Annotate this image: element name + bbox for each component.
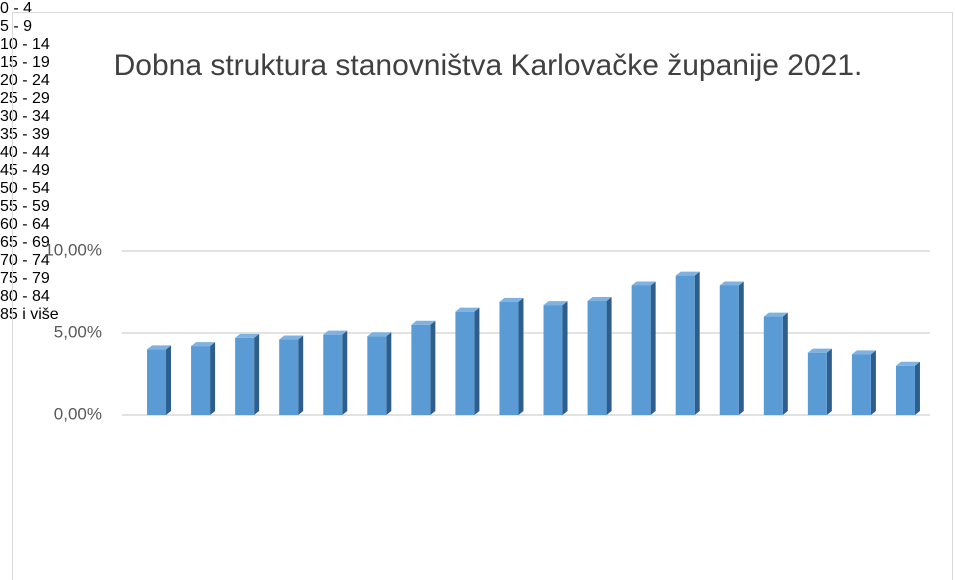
bar-front xyxy=(763,316,783,415)
bar-top xyxy=(675,271,700,276)
bar-side xyxy=(562,301,568,415)
bar-front xyxy=(675,275,695,415)
y-tick-label: 5,00% xyxy=(54,322,102,341)
bar xyxy=(323,330,348,415)
bar-front xyxy=(367,336,387,415)
bar xyxy=(279,335,304,415)
bar-side xyxy=(694,271,700,415)
bar-top xyxy=(411,320,436,325)
bar-front xyxy=(147,349,167,415)
bar-side xyxy=(342,330,348,415)
bar-side xyxy=(518,297,524,415)
chart-title: Dobna struktura stanovništva Karlovačke … xyxy=(113,49,863,82)
bar-front xyxy=(323,334,343,415)
bar-side xyxy=(738,281,744,415)
bar-top xyxy=(191,342,216,347)
bar-side xyxy=(606,297,612,415)
bar xyxy=(191,342,216,415)
bar-front xyxy=(235,337,255,415)
bar-side xyxy=(430,320,436,415)
bar-top xyxy=(235,333,260,338)
bar-side xyxy=(254,333,260,415)
bar xyxy=(719,281,744,415)
bar xyxy=(367,332,392,415)
bar-top xyxy=(279,335,304,340)
bar xyxy=(455,307,480,415)
bar-front xyxy=(191,346,211,415)
bar-top xyxy=(367,332,392,337)
bar-front xyxy=(631,285,651,415)
bar-front xyxy=(719,285,739,415)
bar-side xyxy=(386,332,392,415)
bar-top xyxy=(499,297,524,302)
bar-side xyxy=(210,342,216,415)
bar-front xyxy=(807,352,827,415)
bar-top xyxy=(895,361,920,366)
bar xyxy=(235,333,260,415)
bar-top xyxy=(631,281,656,286)
bar-front xyxy=(499,301,519,415)
bar-side xyxy=(782,312,788,415)
bar-front xyxy=(411,324,431,415)
bar-top xyxy=(587,297,612,302)
bar-side xyxy=(166,345,172,415)
bar xyxy=(631,281,656,415)
x-tick-label: 85 i više xyxy=(0,306,59,323)
bar-top xyxy=(851,350,876,355)
bar-top xyxy=(807,348,832,353)
bar-side xyxy=(650,281,656,415)
bar xyxy=(675,271,700,415)
bar xyxy=(763,312,788,415)
y-tick-label: 10,00% xyxy=(44,240,102,259)
bar-front xyxy=(279,339,299,415)
bar-top xyxy=(763,312,788,317)
bar xyxy=(587,297,612,415)
bar xyxy=(147,345,172,415)
bar xyxy=(851,350,876,415)
bar-top xyxy=(147,345,172,350)
bar-top xyxy=(323,330,348,335)
bar-side xyxy=(870,350,876,415)
bar-top xyxy=(543,301,568,306)
bar-front xyxy=(543,305,563,415)
x-tick-label: 5 - 9 xyxy=(0,18,33,35)
bar-front xyxy=(851,354,871,415)
bar-front xyxy=(587,301,607,415)
bar-side xyxy=(826,348,832,415)
bar-front xyxy=(455,311,475,415)
chart-border xyxy=(12,12,953,580)
bar-side xyxy=(914,361,920,415)
bar-top xyxy=(719,281,744,286)
bar-front xyxy=(895,365,915,415)
bar xyxy=(807,348,832,415)
bar xyxy=(895,361,920,415)
bar xyxy=(499,297,524,415)
y-tick-label: 0,00% xyxy=(54,404,102,423)
bar-side xyxy=(474,307,480,415)
bar xyxy=(411,320,436,415)
bar xyxy=(543,301,568,415)
bar-top xyxy=(455,307,480,312)
bar-side xyxy=(298,335,304,415)
